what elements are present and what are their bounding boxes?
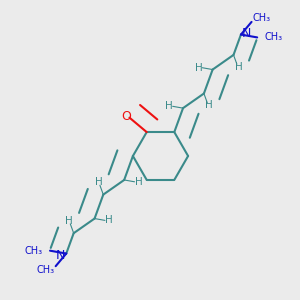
Text: CH₃: CH₃ bbox=[37, 266, 55, 275]
Text: H: H bbox=[235, 61, 242, 72]
Text: CH₃: CH₃ bbox=[265, 32, 283, 42]
Text: H: H bbox=[65, 216, 73, 226]
Text: H: H bbox=[105, 215, 113, 225]
Text: H: H bbox=[95, 177, 103, 187]
Text: N: N bbox=[242, 27, 251, 40]
Text: H: H bbox=[195, 63, 203, 73]
Text: H: H bbox=[165, 101, 173, 111]
Text: O: O bbox=[121, 110, 131, 123]
Text: CH₃: CH₃ bbox=[24, 246, 42, 256]
Text: CH₃: CH₃ bbox=[252, 13, 270, 23]
Text: H: H bbox=[205, 100, 213, 110]
Text: H: H bbox=[134, 177, 142, 187]
Text: N: N bbox=[56, 248, 66, 262]
